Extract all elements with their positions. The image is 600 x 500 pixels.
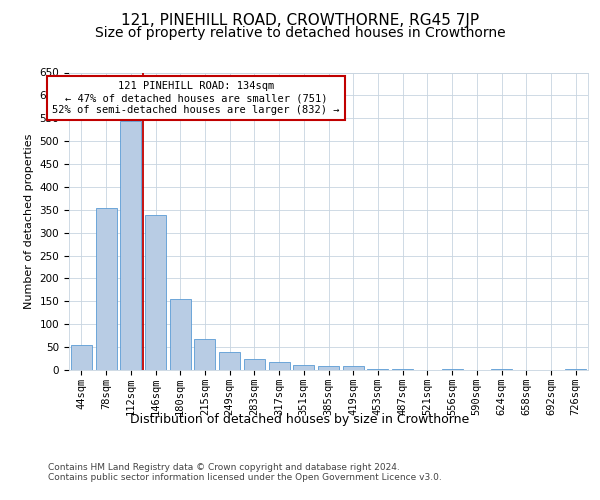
- Bar: [71, 345, 92, 370]
- Bar: [293, 366, 314, 370]
- Bar: [565, 368, 586, 370]
- Bar: [244, 360, 265, 370]
- Bar: [269, 362, 290, 370]
- Bar: [194, 339, 215, 370]
- Text: Size of property relative to detached houses in Crowthorne: Size of property relative to detached ho…: [95, 26, 505, 40]
- Bar: [442, 368, 463, 370]
- Y-axis label: Number of detached properties: Number of detached properties: [24, 134, 34, 309]
- Text: 121, PINEHILL ROAD, CROWTHORNE, RG45 7JP: 121, PINEHILL ROAD, CROWTHORNE, RG45 7JP: [121, 12, 479, 28]
- Bar: [343, 366, 364, 370]
- Text: Contains HM Land Registry data © Crown copyright and database right 2024.
Contai: Contains HM Land Registry data © Crown c…: [48, 462, 442, 482]
- Text: Distribution of detached houses by size in Crowthorne: Distribution of detached houses by size …: [130, 412, 470, 426]
- Bar: [392, 369, 413, 370]
- Text: 121 PINEHILL ROAD: 134sqm
← 47% of detached houses are smaller (751)
52% of semi: 121 PINEHILL ROAD: 134sqm ← 47% of detac…: [52, 82, 340, 114]
- Bar: [367, 369, 388, 370]
- Bar: [95, 208, 116, 370]
- Bar: [170, 299, 191, 370]
- Bar: [145, 216, 166, 370]
- Bar: [219, 352, 240, 370]
- Bar: [491, 369, 512, 370]
- Bar: [120, 122, 141, 370]
- Bar: [318, 366, 339, 370]
